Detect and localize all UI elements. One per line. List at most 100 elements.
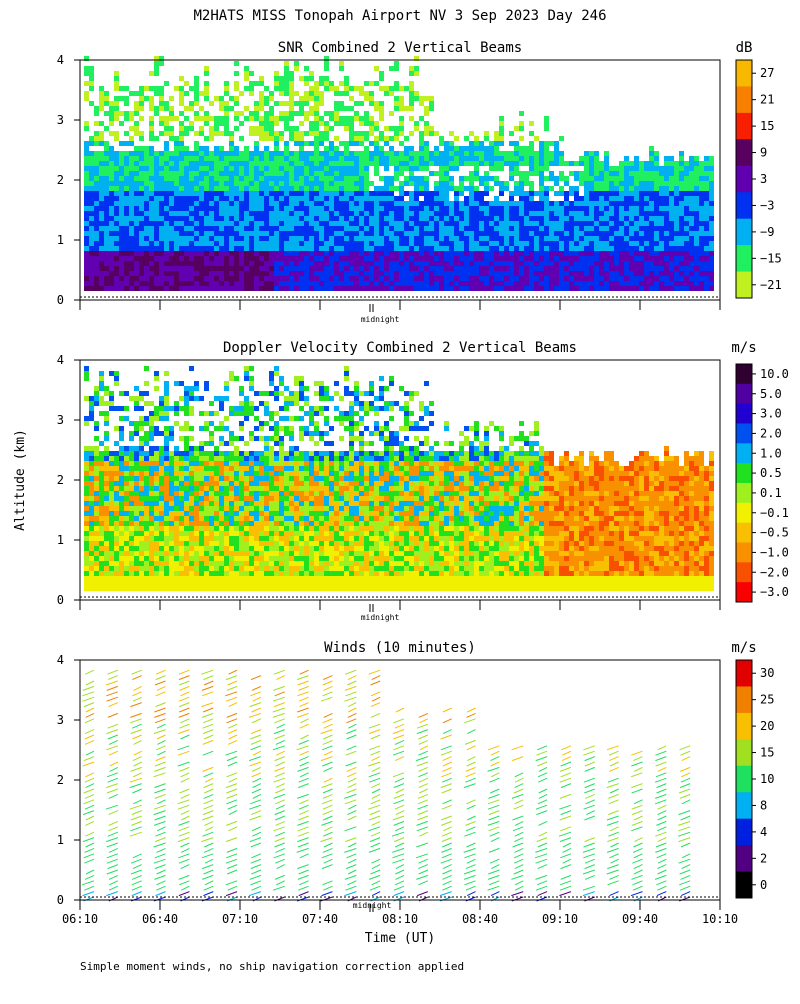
snr-cell (124, 201, 129, 206)
snr-cell (274, 241, 279, 246)
doppler-cell (84, 396, 89, 401)
snr-cell (559, 221, 564, 226)
snr-cell (574, 251, 579, 256)
snr-cell (124, 256, 129, 261)
snr-cell (399, 261, 404, 266)
snr-cell (619, 286, 624, 291)
snr-cell (174, 216, 179, 221)
doppler-cell (184, 561, 189, 566)
snr-cell (579, 161, 584, 166)
snr-cell (139, 286, 144, 291)
snr-cell (124, 166, 129, 171)
snr-cell (429, 266, 434, 271)
snr-cell (139, 246, 144, 251)
snr-cell (449, 226, 454, 231)
snr-cell (494, 166, 499, 171)
snr-cell (669, 186, 674, 191)
snr-cell (199, 211, 204, 216)
doppler-cell (94, 466, 99, 471)
snr-cell (244, 251, 249, 256)
doppler-cell (134, 501, 139, 506)
snr-cell (239, 191, 244, 196)
snr-cell (299, 186, 304, 191)
snr-cell (489, 241, 494, 246)
snr-cell (324, 156, 329, 161)
doppler-cell (139, 446, 144, 451)
doppler-cell (134, 561, 139, 566)
snr-cell (604, 271, 609, 276)
snr-cell (514, 186, 519, 191)
snr-cell (434, 186, 439, 191)
snr-cell (169, 286, 174, 291)
snr-cell (469, 131, 474, 136)
snr-cell (564, 196, 569, 201)
snr-cell (274, 71, 279, 76)
snr-cell (699, 236, 704, 241)
snr-cell (179, 201, 184, 206)
doppler-cell (99, 496, 104, 501)
snr-cell (194, 206, 199, 211)
snr-cell (354, 246, 359, 251)
doppler-cell (89, 566, 94, 571)
snr-cell (349, 141, 354, 146)
snr-cell (154, 171, 159, 176)
colorbar-swatch (736, 139, 752, 166)
snr-cell (684, 276, 689, 281)
snr-cell (639, 201, 644, 206)
doppler-cell (174, 496, 179, 501)
snr-cell (344, 246, 349, 251)
snr-cell (269, 261, 274, 266)
snr-cell (109, 106, 114, 111)
doppler-cell (174, 406, 179, 411)
snr-cell (274, 201, 279, 206)
snr-cell (149, 176, 154, 181)
snr-cell (684, 236, 689, 241)
snr-cell (129, 231, 134, 236)
doppler-cell (139, 416, 144, 421)
snr-cell (444, 246, 449, 251)
snr-cell (654, 231, 659, 236)
snr-cell (399, 126, 404, 131)
snr-cell (224, 166, 229, 171)
snr-cell (214, 251, 219, 256)
snr-cell (224, 266, 229, 271)
snr-cell (259, 171, 264, 176)
snr-cell (389, 186, 394, 191)
snr-cell (174, 276, 179, 281)
snr-cell (594, 261, 599, 266)
snr-cell (594, 216, 599, 221)
snr-cell (429, 251, 434, 256)
snr-cell (564, 161, 569, 166)
snr-cell (339, 151, 344, 156)
doppler-cell (164, 371, 169, 376)
snr-cell (254, 281, 259, 286)
doppler-cell (164, 401, 169, 406)
snr-cell (289, 191, 294, 196)
snr-cell (529, 181, 534, 186)
snr-cell (124, 116, 129, 121)
snr-cell (439, 186, 444, 191)
snr-cell (539, 266, 544, 271)
snr-cell (214, 216, 219, 221)
snr-cell (149, 266, 154, 271)
snr-cell (609, 176, 614, 181)
snr-cell (154, 161, 159, 166)
snr-cell (264, 171, 269, 176)
snr-cell (529, 231, 534, 236)
doppler-cell (124, 521, 129, 526)
snr-cell (264, 116, 269, 121)
doppler-cell (184, 581, 189, 586)
snr-cell (594, 166, 599, 171)
doppler-cell (119, 536, 124, 541)
snr-cell (194, 151, 199, 156)
snr-cell (224, 196, 229, 201)
snr-cell (189, 256, 194, 261)
snr-cell (234, 256, 239, 261)
snr-cell (414, 196, 419, 201)
doppler-cell (134, 431, 139, 436)
snr-cell (99, 191, 104, 196)
snr-cell (384, 161, 389, 166)
snr-cell (314, 166, 319, 171)
doppler-cell (124, 571, 129, 576)
snr-cell (249, 181, 254, 186)
